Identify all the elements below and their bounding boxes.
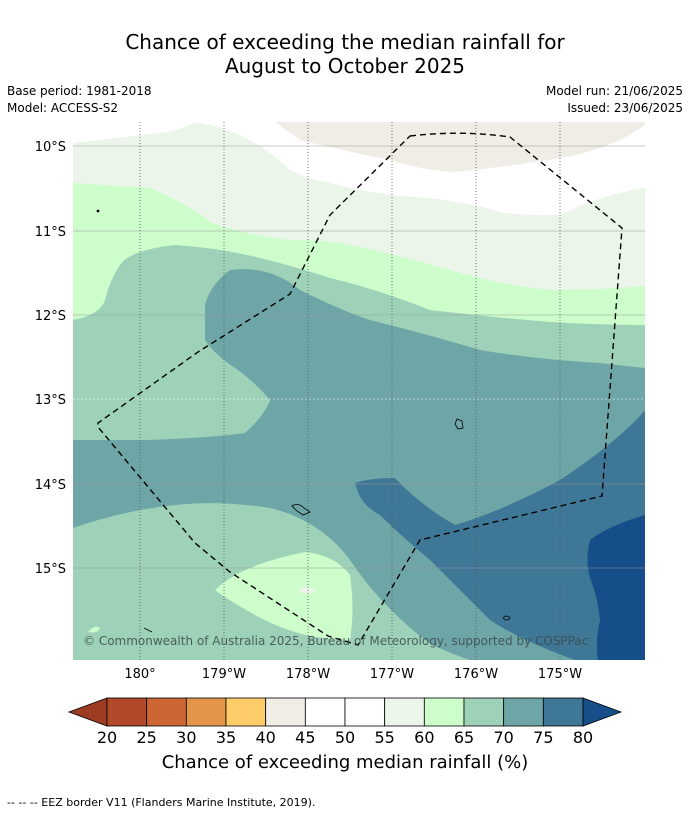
colorbar-title: Chance of exceeding median rainfall (%) (161, 752, 529, 773)
colorbar-tick-label: 70 (493, 728, 513, 747)
colorbar-tick-label: 50 (335, 728, 355, 747)
island-wallis (454, 418, 464, 430)
colorbar-tick-label: 20 (97, 728, 117, 747)
eez-legend-note: -- -- -- EEZ border V11 (Flanders Marine… (7, 796, 316, 809)
colorbar-tick-label: 25 (136, 728, 156, 747)
colorbar-tick-label: 40 (255, 728, 275, 747)
lat-label-10s: 10°S (35, 140, 66, 155)
latitude-labels: 10°S 11°S 12°S 13°S 14°S 15°S (35, 140, 66, 577)
lat-label-14s: 14°S (35, 478, 66, 493)
zone-over-80 (587, 515, 645, 660)
colorbar-segment (106, 697, 148, 727)
colorbar-segment (146, 697, 187, 727)
lon-label-175w: 175°W (538, 667, 582, 682)
copyright-text: © Commonwealth of Australia 2025, Bureau… (83, 634, 588, 648)
islands (96, 209, 511, 633)
latitude-lines (73, 145, 645, 569)
island-small (502, 615, 511, 621)
colorbar-tick-label: 80 (573, 728, 593, 747)
colorbar-segment (463, 697, 505, 727)
lat-label-12s: 12°S (35, 309, 66, 324)
model-name: Model: ACCESS-S2 (7, 101, 119, 115)
gridlines (73, 122, 645, 660)
base-period: Base period: 1981-2018 (7, 84, 152, 98)
lon-label-176w: 176°W (454, 667, 498, 682)
colorbar-segment (503, 697, 544, 727)
colorbar-segment (423, 697, 465, 727)
island-dot (96, 209, 100, 213)
zone-60-65-south (215, 552, 353, 640)
meta-left: Base period: 1981-2018 Model: ACCESS-S2 (7, 83, 152, 117)
colorbar-under-arrow (67, 697, 108, 727)
zone-40-45 (275, 122, 645, 172)
issued-date: Issued: 23/06/2025 (567, 101, 683, 115)
lon-label-180: 180° (124, 667, 155, 682)
colorbar-segment (304, 697, 346, 727)
title-line-2: August to October 2025 (224, 54, 466, 78)
colorbar-segment (265, 697, 306, 727)
colorbar-segment (542, 697, 584, 727)
island-tiny (143, 627, 153, 633)
zone-75-80 (355, 410, 645, 660)
colorbar: 20 25 30 35 40 45 50 55 60 65 70 75 80 (67, 697, 623, 747)
colorbar-tick-label: 55 (374, 728, 394, 747)
lat-label-15s: 15°S (35, 562, 66, 577)
colorbar-tick-label: 30 (176, 728, 196, 747)
lat-label-11s: 11°S (35, 225, 66, 240)
lon-label-178w: 178°W (286, 667, 330, 682)
longitude-labels: 180° 179°W 178°W 177°W 176°W 175°W (124, 667, 582, 682)
zone-60-65-speck (88, 626, 100, 633)
model-run: Model run: 21/06/2025 (545, 84, 683, 98)
map-title: Chance of exceeding the median rainfall … (0, 30, 690, 78)
zone-55-60-pocket (298, 587, 315, 594)
colorbar-tick-label: 45 (295, 728, 315, 747)
colorbar-tick-label: 35 (216, 728, 236, 747)
colorbar-segment (185, 697, 227, 727)
lat-label-13s: 13°S (35, 393, 66, 408)
colorbar-segment (384, 697, 425, 727)
colorbar-tick-label: 65 (454, 728, 474, 747)
colorbar-segment (225, 697, 267, 727)
colorbar-tick-label: 75 (533, 728, 553, 747)
title-line-1: Chance of exceeding the median rainfall … (125, 30, 565, 54)
lon-label-179w: 179°W (202, 667, 246, 682)
meta-right: Model run: 21/06/2025 Issued: 23/06/2025 (546, 83, 683, 117)
island-futuna (291, 504, 311, 516)
eez-border (97, 132, 623, 646)
colorbar-over-arrow (582, 697, 623, 727)
lon-label-177w: 177°W (370, 667, 414, 682)
colorbar-segment (344, 697, 386, 727)
colorbar-tick-label: 60 (414, 728, 434, 747)
probability-contours (73, 122, 645, 660)
